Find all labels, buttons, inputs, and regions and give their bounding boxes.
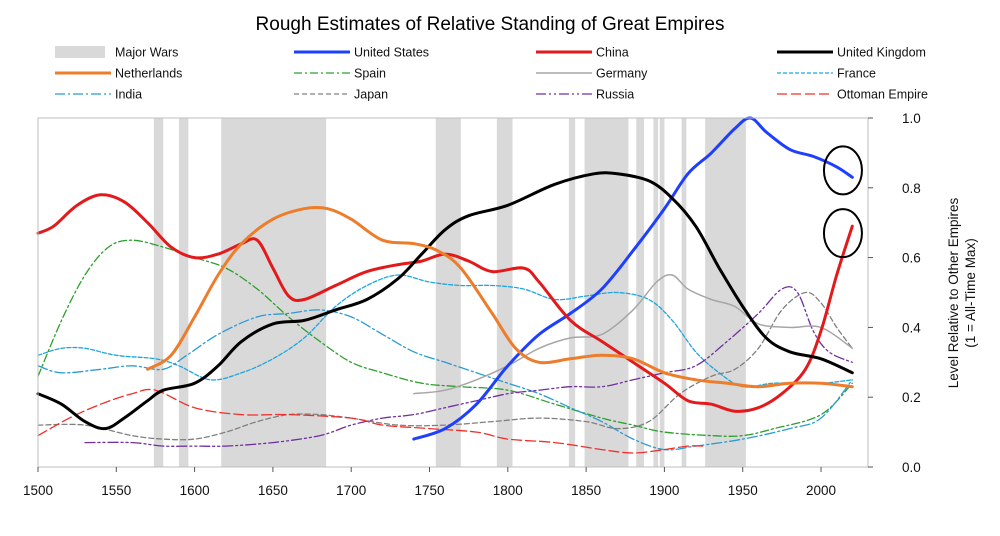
series-line-india [37,309,853,451]
legend-item-ottoman-empire: Ottoman Empire [777,88,928,102]
chart-title: Rough Estimates of Relative Standing of … [256,14,725,35]
legend-item-spain: Spain [294,67,386,81]
legend-item-germany: Germany [536,67,648,81]
series-line-united-kingdom [36,171,854,431]
y-tick-label: 0.6 [902,251,921,266]
y-tick-label: 0.8 [902,181,921,196]
plot-area [36,116,869,468]
annotation-circle-china [822,208,863,259]
major-wars-layer [153,118,746,467]
war-band [636,118,645,467]
legend-label: Netherlands [115,67,182,81]
legend-item-united-states: United States [294,46,429,60]
legend-label: United Kingdom [837,46,926,60]
x-tick-label: 1800 [493,483,523,498]
war-band [568,118,576,467]
legend-label: Spain [354,67,386,81]
series-line-germany [413,273,854,395]
series-lines-layer [36,116,854,454]
war-band [435,118,461,467]
war-band [221,118,327,467]
x-tick-label: 1900 [649,483,679,498]
legend-item-netherlands: Netherlands [55,67,182,81]
legend-label: Japan [354,88,388,102]
legend-item-china: China [536,46,629,60]
x-tick-label: 1500 [23,483,53,498]
war-band [659,118,665,467]
x-axis: 1500 1550 1600 1650 1700 1750 1800 1850 1900 1950… [23,467,836,498]
war-band [681,118,687,467]
series-line-united-states [412,116,854,441]
x-tick-label: 1700 [336,483,366,498]
x-tick-label: 1600 [180,483,210,498]
annotations-layer [822,145,863,259]
series-line-france [37,274,853,388]
y-axis-label: Level Relative to Other Empires [946,197,961,388]
y-axis: 0.0 0.2 0.4 0.6 0.8 1.0 [868,111,921,475]
x-tick-label: 1650 [258,483,288,498]
series-line-russia [84,286,853,447]
x-tick-label: 1850 [571,483,601,498]
series-line-ottoman-empire [37,388,705,454]
legend-label: France [837,67,876,81]
x-tick-label: 1550 [101,483,131,498]
war-band [705,118,746,467]
y-tick-label: 0.0 [902,460,921,475]
legend-item-major-wars: Major Wars [55,46,178,60]
series-line-netherlands [146,205,854,389]
series-line-china [36,193,854,413]
legend-item-japan: Japan [294,88,388,102]
series-line-japan [37,291,853,441]
legend-label: India [115,88,142,102]
y-tick-label: 1.0 [902,111,921,126]
war-band [153,118,164,467]
legend-label: United States [354,46,429,60]
war-band [178,118,189,467]
war-band [496,118,513,467]
war-band [653,118,659,467]
y-axis-title: Level Relative to Other Empires (1 = All… [946,197,978,388]
y-tick-label: 0.2 [902,390,921,405]
y-axis-label-sub: (1 = All-Time Max) [963,238,978,347]
series-line-spain [37,239,853,437]
legend: Major Wars United States China United Kingd… [55,46,928,102]
legend-label: Major Wars [115,46,178,60]
y-tick-label: 0.4 [902,320,921,335]
legend-item-france: France [777,67,876,81]
legend-label: Ottoman Empire [837,88,928,102]
plot-frame [37,117,869,468]
legend-swatch-major-wars [55,46,105,58]
legend-item-india: India [55,88,142,102]
legend-item-united-kingdom: United Kingdom [777,46,926,60]
x-tick-label: 1750 [414,483,444,498]
legend-label: Russia [596,88,634,102]
x-tick-label: 1950 [728,483,758,498]
legend-label: Germany [596,67,648,81]
x-tick-label: 2000 [806,483,836,498]
legend-item-russia: Russia [536,88,634,102]
annotation-circle-united-states [822,145,863,196]
legend-label: China [596,46,629,60]
